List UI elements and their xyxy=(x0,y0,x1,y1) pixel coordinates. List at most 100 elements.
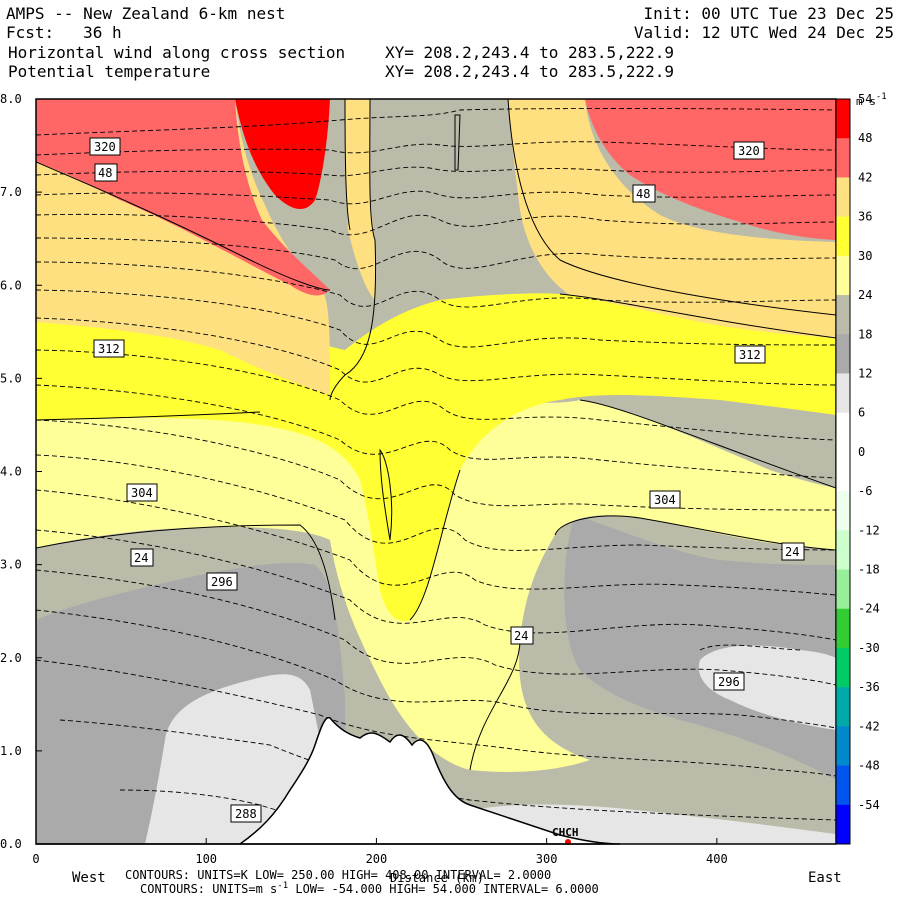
colorbar-label: -18 xyxy=(858,563,880,577)
y-tick-label: 4.0 xyxy=(0,465,22,479)
wind-label-48-east: 48 xyxy=(632,184,656,203)
colorbar-units: m s-1 xyxy=(856,92,887,108)
isentrope-lines xyxy=(36,108,836,831)
colorbar-swatch xyxy=(836,295,850,335)
colorbar-label: 24 xyxy=(858,288,872,302)
svg-text:24: 24 xyxy=(134,551,148,565)
wind-label-24-west: 24 xyxy=(130,548,154,567)
colorbar-label: 0 xyxy=(858,445,865,459)
colorbar-label: 6 xyxy=(858,406,865,420)
x-tick-label: 100 xyxy=(195,852,217,866)
colorbar-label: 18 xyxy=(858,327,872,341)
x-axis-title: Distance (km) xyxy=(390,871,484,885)
svg-text:304: 304 xyxy=(131,486,153,500)
colorbar-swatch xyxy=(836,687,850,727)
colorbar-swatch xyxy=(836,451,850,492)
y-tick-label: 5.0 xyxy=(0,371,22,385)
colorbar-swatch xyxy=(836,530,850,571)
fill-30-36 xyxy=(36,293,836,621)
xy-range-2: XY= 208.2,243.4 to 283.5,222.9 xyxy=(385,62,674,81)
xy-range-1: XY= 208.2,243.4 to 283.5,222.9 xyxy=(385,43,674,62)
svg-text:304: 304 xyxy=(654,493,676,507)
colorbar-label: -48 xyxy=(858,759,880,773)
x-axis-ticks: 0 100 200 300 400 xyxy=(32,838,728,866)
y-tick-label: 6.0 xyxy=(0,278,22,292)
wind-label-48-west: 48 xyxy=(94,163,118,182)
title-line: AMPS -- New Zealand 6-km nest xyxy=(6,4,286,23)
colorbar-swatch xyxy=(836,765,850,806)
y-axis-ticks: 0.0 1.0 2.0 3.0 4.0 5.0 6.0 7.0 8.0 xyxy=(0,92,42,851)
fill-6-12-west xyxy=(36,674,320,844)
colorbar: 54 48 42 36 30 24 18 12 6 0 -6 -12 -18 -24 -30 -36 -42 -4… xyxy=(835,92,880,845)
y-tick-label: 1.0 xyxy=(0,744,22,758)
colorbar-label: -6 xyxy=(858,484,872,498)
east-label: East xyxy=(808,870,842,886)
theta-label-312-west: 312 xyxy=(93,339,125,358)
chch-label: CHCH xyxy=(552,826,579,839)
colorbar-frame xyxy=(835,98,851,845)
colorbar-label: 54 xyxy=(858,92,872,106)
colorbar-label: 48 xyxy=(858,131,872,145)
colorbar-swatch xyxy=(836,177,850,218)
colorbar-swatch xyxy=(836,647,850,688)
svg-text:288: 288 xyxy=(235,807,257,821)
fill-36-42-mid xyxy=(345,99,375,300)
colorbar-label: -36 xyxy=(858,680,880,694)
colorbar-swatch xyxy=(836,412,850,453)
colorbar-label: 42 xyxy=(858,170,872,184)
valid-time: Valid: 12 UTC Wed 24 Dec 25 xyxy=(633,23,894,42)
colorbar-swatch xyxy=(836,726,850,767)
colorbar-label: -12 xyxy=(858,523,880,537)
svg-text:296: 296 xyxy=(718,675,740,689)
theta-label-312-east: 312 xyxy=(734,345,766,364)
svg-text:320: 320 xyxy=(738,144,760,158)
contours-wind-info: CONTOURS: UNITS=m s-1 LOW= -54.000 HIGH=… xyxy=(140,881,599,896)
wind-label-24-east: 24 xyxy=(781,542,805,561)
theta-label-296-east: 296 xyxy=(713,672,745,691)
colorbar-swatch xyxy=(836,138,850,178)
svg-text:24: 24 xyxy=(514,629,528,643)
fill-42-48-east xyxy=(585,99,836,240)
svg-text:312: 312 xyxy=(98,342,120,356)
field1-title: Horizontal wind along cross section xyxy=(8,43,346,62)
colorbar-label: 36 xyxy=(858,210,872,224)
theta-label-288-west: 288 xyxy=(230,804,262,823)
colorbar-swatch xyxy=(836,804,850,845)
x-tick-label: 300 xyxy=(536,852,558,866)
y-tick-label: 2.0 xyxy=(0,651,22,665)
colorbar-swatch xyxy=(836,608,850,649)
west-label: West xyxy=(72,870,106,886)
colorbar-label: 30 xyxy=(858,249,872,263)
y-tick-label: 0.0 xyxy=(0,837,22,851)
theta-label-304-west: 304 xyxy=(126,483,158,502)
svg-text:48: 48 xyxy=(98,166,112,180)
y-tick-label: 8.0 xyxy=(0,92,22,106)
wind-speed-fill xyxy=(36,99,836,844)
wind-label-24-mid: 24 xyxy=(510,626,534,645)
x-tick-label: 0 xyxy=(32,852,39,866)
svg-text:312: 312 xyxy=(739,348,761,362)
contour-labels: 320 48 312 304 24 296 288 320 48 312 304… xyxy=(89,137,805,823)
theta-label-296-west: 296 xyxy=(206,572,238,591)
svg-text:296: 296 xyxy=(211,575,233,589)
colorbar-label: 12 xyxy=(858,366,872,380)
theta-label-320-west: 320 xyxy=(89,137,121,156)
svg-text:320: 320 xyxy=(94,140,116,154)
y-tick-label: 3.0 xyxy=(0,558,22,572)
colorbar-label: -24 xyxy=(858,602,880,616)
forecast-hour: Fcst: 36 h xyxy=(6,23,122,42)
theta-label-320-east: 320 xyxy=(733,141,765,160)
field2-title: Potential temperature xyxy=(8,62,211,81)
colorbar-swatch xyxy=(836,334,850,374)
fill-36-42-east xyxy=(508,99,836,338)
terrain xyxy=(36,716,621,845)
fill-6-12-lee xyxy=(470,804,836,844)
colorbar-label: -54 xyxy=(858,798,880,812)
contours-theta-info: CONTOURS: UNITS=K LOW= 250.00 HIGH= 408.… xyxy=(125,868,551,882)
colorbar-swatch xyxy=(836,491,850,531)
colorbar-swatch xyxy=(836,99,850,139)
svg-text:24: 24 xyxy=(785,545,799,559)
init-time: Init: 00 UTC Tue 23 Dec 25 xyxy=(643,4,894,23)
colorbar-swatch xyxy=(836,255,850,296)
